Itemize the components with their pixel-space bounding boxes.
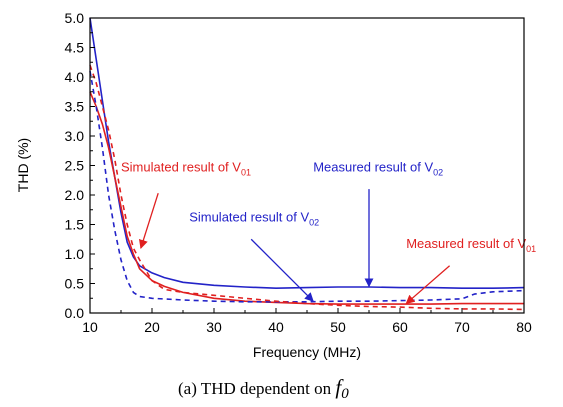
y-tick-label: 0.5 [65, 276, 85, 292]
series-line-meas-v01 [89, 91, 524, 305]
annotation-arrow-anno-sim-v01 [138, 193, 159, 249]
y-tick-label: 2.0 [65, 187, 85, 203]
y-tick-label: 4.5 [65, 40, 85, 56]
annotation-label-anno-sim-v01: Simulated result of V01 [121, 159, 251, 177]
x-tick-label: 80 [516, 319, 532, 335]
x-tick-label: 10 [82, 319, 98, 335]
x-axis-label: Frequency (MHz) [253, 344, 361, 360]
annotation-arrow-anno-sim-v02 [250, 238, 314, 302]
y-axis-label: THD (%) [15, 138, 31, 192]
y-tick-label: 3.0 [65, 128, 85, 144]
y-tick-label: 5.0 [65, 10, 85, 26]
y-tick-label: 4.0 [65, 69, 85, 85]
y-tick-label: 3.5 [65, 99, 85, 115]
series-line-sim-v01 [89, 64, 525, 311]
annotation-arrow-anno-meas-v01 [405, 265, 451, 305]
caption-prefix: (a) THD dependent on [178, 379, 335, 398]
x-tick-label: 30 [206, 319, 222, 335]
annotation-label-anno-meas-v02: Measured result of V02 [313, 159, 443, 177]
x-tick-label: 40 [268, 319, 284, 335]
x-tick-label: 70 [454, 319, 470, 335]
y-tick-label: 0.0 [65, 305, 85, 321]
chart-caption: (a) THD dependent on f0 [178, 375, 349, 402]
series-line-sim-v02 [89, 70, 525, 303]
x-axis: 10 20 30 40 50 60 70 80 [82, 308, 532, 335]
annotation-layer: Simulated result of V01 Measured result o… [121, 159, 536, 305]
annotation-label-anno-sim-v02: Simulated result of V02 [189, 210, 319, 228]
y-tick-label: 2.5 [65, 158, 85, 174]
caption-subscript: 0 [341, 386, 349, 402]
annotation-label-anno-meas-v01: Measured result of V01 [406, 236, 536, 254]
y-tick-label: 1.5 [65, 217, 85, 233]
x-tick-label: 50 [330, 319, 346, 335]
x-tick-label: 60 [392, 319, 408, 335]
y-tick-label: 1.0 [65, 246, 85, 262]
caption-symbol: f [335, 375, 344, 399]
x-tick-label: 20 [144, 319, 160, 335]
y-axis: 0.0 0.5 1.0 1.5 2.0 2.5 3.0 3.5 4.0 4.5 5.0 [65, 10, 95, 321]
